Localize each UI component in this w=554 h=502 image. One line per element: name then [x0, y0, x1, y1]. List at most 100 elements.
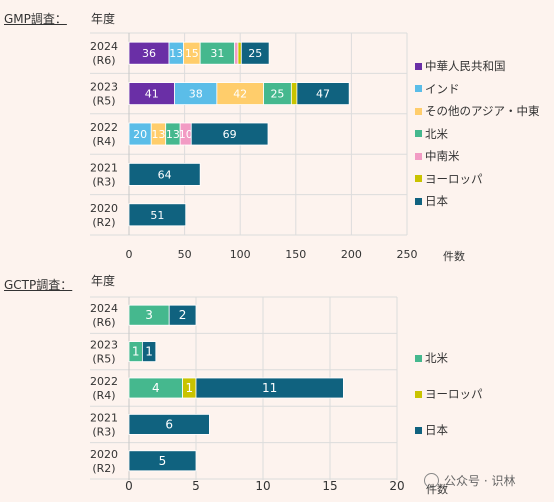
gctp-data-label: 1	[185, 381, 193, 395]
gmp-legend-label: 日本	[425, 194, 448, 209]
gctp-data-label: 2	[179, 308, 187, 322]
gmp-y-tick-era: (R5)	[92, 95, 115, 108]
gctp-bar-segment	[128, 450, 197, 472]
gmp-data-label: 47	[316, 88, 330, 101]
gctp-data-label: 1	[145, 345, 153, 359]
gmp-data-label: 64	[158, 168, 172, 181]
gctp-x-tick-label: 0	[125, 479, 133, 493]
gctp-y-tick-year: 2024	[90, 302, 118, 315]
gmp-y-tick-year: 2024	[90, 40, 118, 53]
gctp-data-label: 4	[152, 381, 160, 395]
gmp-y-tick-year: 2022	[90, 121, 118, 134]
gmp-x-tick-label: 200	[341, 248, 362, 261]
gmp-bar-segment	[128, 162, 201, 186]
gctp-data-label: 5	[159, 454, 167, 468]
gctp-legend-label: 日本	[425, 423, 448, 437]
gmp-x-tick-label: 250	[397, 248, 418, 261]
gctp-legend: 北米 ヨーロッパ 日本	[415, 340, 483, 448]
gmp-legend-label: その他のアジア・中東	[425, 104, 540, 119]
gctp-bar-segment	[195, 377, 344, 399]
gmp-legend-label: 北米	[425, 126, 448, 141]
gmp-bar-segment	[234, 41, 239, 65]
gmp-section-label: GMP調査：	[4, 12, 67, 26]
gctp-data-label: 3	[145, 308, 153, 322]
gmp-data-label: 13	[166, 128, 180, 141]
gctp-year-header: 年度	[91, 274, 116, 288]
gmp-legend-swatch	[415, 107, 422, 115]
gmp-bar-segment	[290, 82, 298, 105]
gmp-bar-segment	[190, 122, 269, 146]
gmp-bar-segment	[240, 41, 270, 65]
gmp-bar-segment	[296, 82, 350, 105]
gctp-data-label: 6	[165, 417, 173, 431]
gctp-legend-item: 北米	[415, 340, 483, 376]
gmp-legend-swatch	[415, 130, 422, 138]
gmp-y-tick-year: 2020	[90, 202, 118, 215]
gctp-bar-segment	[128, 413, 210, 435]
gmp-legend-item: 中南米	[415, 145, 540, 168]
gmp-data-label: 10	[179, 128, 193, 141]
gctp-bar-segment	[141, 341, 157, 362]
watermark: 公众号 · 识林	[424, 472, 515, 489]
gmp-legend: 中華人民共和国 インドその他のアジア・中東 北米中南米ヨーロッパ日本	[415, 55, 540, 213]
gmp-x-tick-label: 50	[178, 248, 192, 261]
gmp-data-label: 31	[210, 47, 224, 60]
gctp-x-tick-label: 5	[192, 479, 200, 493]
gmp-legend-item: インド	[415, 78, 540, 101]
gctp-legend-label: ヨーロッパ	[425, 387, 483, 401]
gmp-x-tick-label: 150	[285, 248, 306, 261]
gmp-legend-swatch	[415, 85, 422, 93]
gmp-data-label: 38	[189, 88, 203, 101]
gmp-y-tick-year: 2021	[90, 161, 118, 174]
gctp-y-tick-year: 2021	[90, 411, 118, 424]
gctp-section-label: GCTP調査：	[4, 278, 73, 292]
gctp-x-tick-label: 20	[389, 479, 404, 493]
gctp-y-tick-year: 2022	[90, 375, 118, 388]
gmp-data-label: 36	[142, 47, 156, 60]
gctp-y-tick-year: 2023	[90, 339, 118, 352]
gmp-x-tick-label: 100	[230, 248, 251, 261]
gctp-y-tick-era: (R4)	[92, 389, 115, 402]
gmp-legend-item: 日本	[415, 190, 540, 213]
gctp-data-label: 1	[132, 345, 140, 359]
gmp-data-label: 51	[150, 209, 164, 222]
gctp-legend-item: 日本	[415, 412, 483, 448]
gmp-legend-label: ヨーロッパ	[425, 171, 483, 186]
gctp-x-tick-label: 15	[322, 479, 337, 493]
gctp-data-label: 11	[262, 381, 277, 395]
gmp-legend-label: インド	[425, 81, 460, 96]
gmp-y-tick-era: (R4)	[92, 135, 115, 148]
gctp-bar-segment	[168, 304, 197, 326]
gmp-legend-item: 北米	[415, 123, 540, 146]
gctp-y-tick-era: (R3)	[92, 425, 115, 438]
gmp-legend-swatch	[415, 152, 422, 160]
gmp-data-label: 13	[151, 128, 165, 141]
gmp-data-label: 13	[169, 47, 183, 60]
gmp-x-axis-title: 件数	[443, 250, 465, 263]
gmp-x-tick-label: 0	[126, 248, 133, 261]
gmp-legend-swatch	[415, 62, 422, 70]
gmp-bar-segment	[237, 41, 242, 65]
gctp-y-tick-era: (R2)	[92, 462, 115, 475]
gctp-legend-swatch	[415, 354, 422, 362]
gmp-legend-swatch	[415, 175, 422, 183]
gmp-year-header: 年度	[91, 12, 116, 26]
gctp-legend-item: ヨーロッパ	[415, 376, 483, 412]
gctp-legend-label: 北米	[425, 351, 448, 365]
gmp-data-label: 69	[223, 128, 237, 141]
gctp-y-tick-era: (R5)	[92, 353, 115, 366]
gmp-y-tick-era: (R3)	[92, 175, 115, 188]
gmp-data-label: 41	[145, 88, 159, 101]
gmp-legend-label: 中華人民共和国	[425, 59, 506, 74]
gmp-y-tick-era: (R6)	[92, 54, 115, 67]
gmp-y-tick-year: 2023	[90, 81, 118, 94]
gmp-legend-item: 中華人民共和国	[415, 55, 540, 78]
gmp-data-label: 42	[233, 88, 247, 101]
gmp-data-label: 25	[248, 47, 262, 60]
gmp-legend-label: 中南米	[425, 149, 460, 164]
gmp-bar-segment	[128, 203, 187, 227]
gmp-legend-swatch	[415, 197, 422, 205]
